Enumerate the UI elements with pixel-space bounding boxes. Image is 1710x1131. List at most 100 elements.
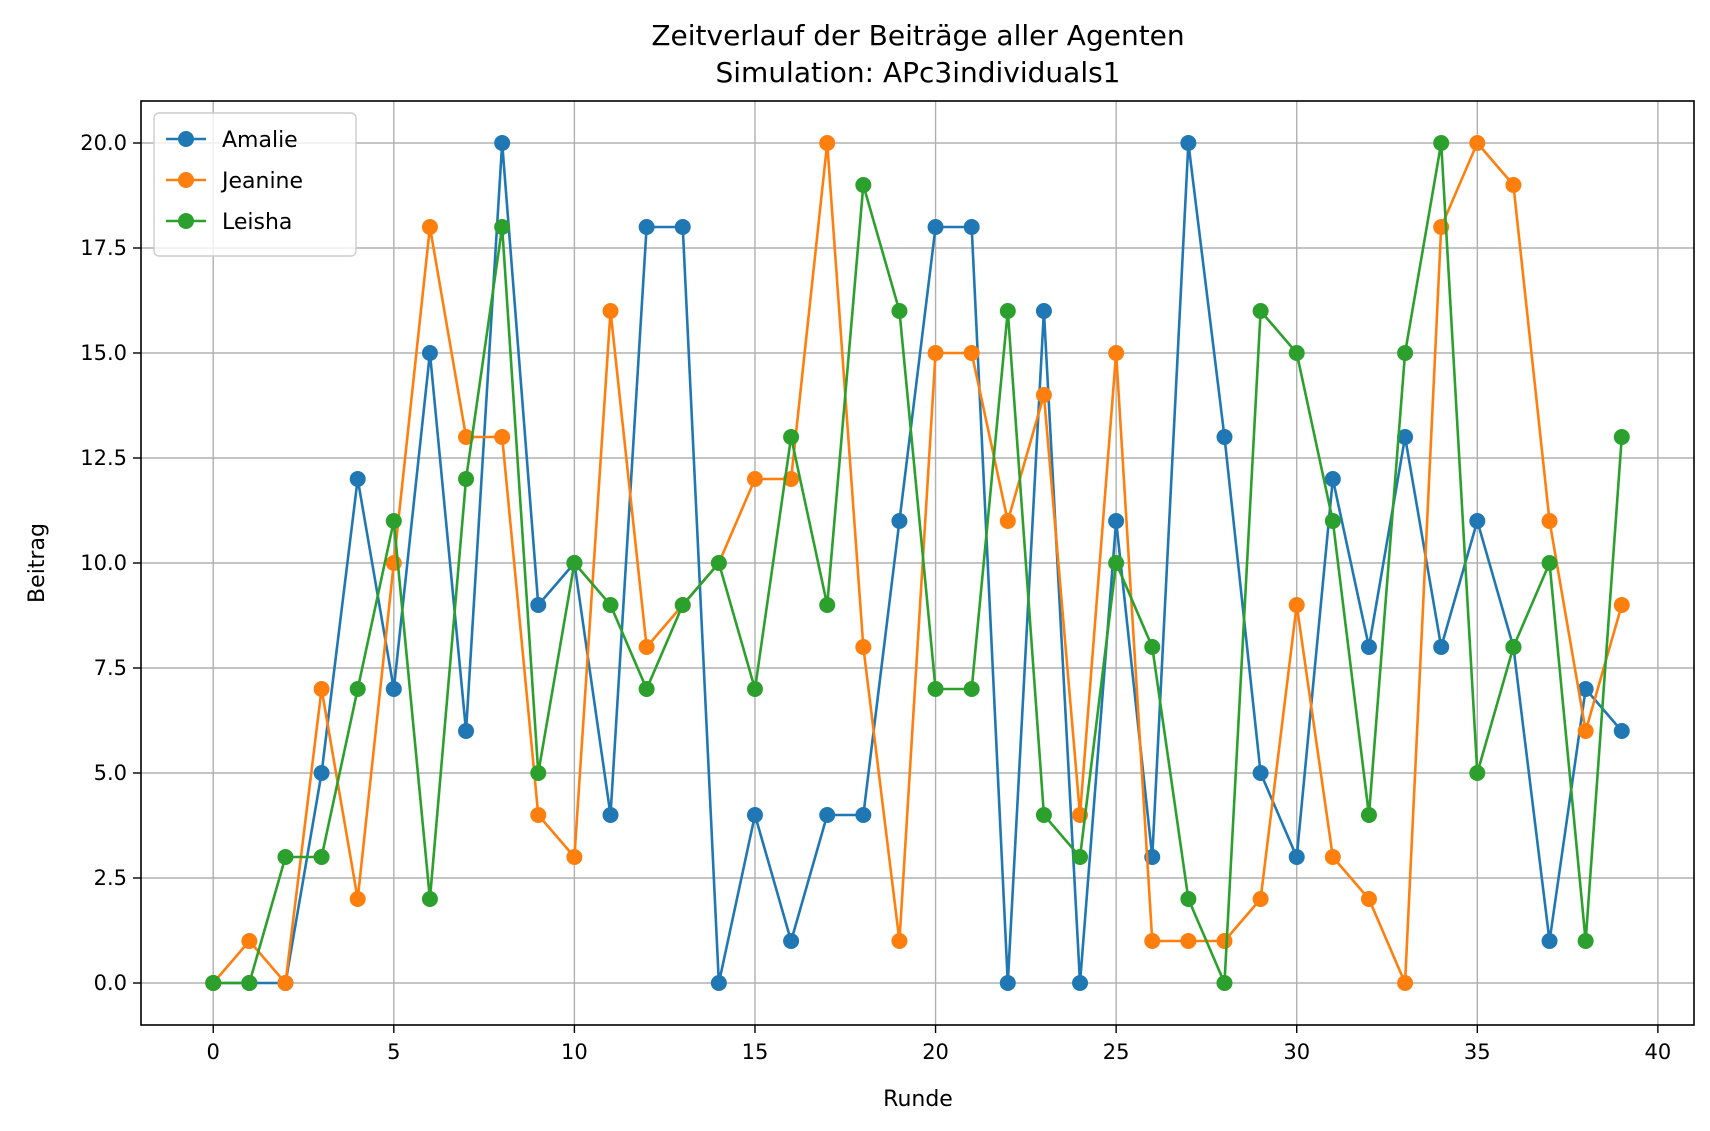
x-tick-label: 40	[1645, 1040, 1672, 1064]
data-point	[494, 429, 511, 445]
data-point	[1324, 513, 1341, 529]
data-point	[638, 681, 655, 697]
data-point	[313, 681, 330, 697]
data-point	[1360, 807, 1377, 823]
data-point	[602, 807, 619, 823]
data-point	[1433, 135, 1450, 151]
data-point	[1252, 891, 1269, 907]
series-line-leisha	[213, 141, 1624, 985]
data-point	[421, 345, 438, 361]
legend-label: Amalie	[222, 128, 298, 153]
data-point	[1252, 303, 1269, 319]
data-point	[1252, 765, 1269, 781]
y-axis-label: Beitrag	[25, 523, 50, 603]
data-point	[241, 975, 258, 991]
data-point	[746, 471, 763, 487]
data-point	[1180, 135, 1197, 151]
data-point	[494, 219, 511, 235]
data-point	[999, 513, 1016, 529]
chart-title: Zeitverlauf der Beiträge aller Agenten	[651, 19, 1184, 52]
data-point	[1144, 933, 1161, 949]
data-point	[1035, 387, 1052, 403]
data-point	[819, 807, 836, 823]
data-point	[1505, 639, 1522, 655]
data-point	[1035, 303, 1052, 319]
data-point	[963, 681, 980, 697]
data-point	[1108, 555, 1125, 571]
legend-item: Amalie	[166, 128, 298, 153]
data-point	[566, 849, 583, 865]
y-tick-label: 0.0	[94, 971, 127, 995]
y-tick-label: 10.0	[80, 551, 127, 575]
data-point	[819, 597, 836, 613]
series-jeanine	[205, 135, 1630, 991]
data-point	[1144, 639, 1161, 655]
data-point	[1397, 429, 1414, 445]
data-point	[349, 471, 366, 487]
x-tick-label: 15	[742, 1040, 769, 1064]
y-tick-label: 17.5	[80, 236, 127, 260]
y-tick-label: 15.0	[80, 341, 127, 365]
data-point	[1288, 597, 1305, 613]
data-point	[530, 597, 547, 613]
data-point	[277, 975, 294, 991]
data-point	[1433, 639, 1450, 655]
data-point	[855, 807, 872, 823]
data-point	[1541, 933, 1558, 949]
data-point	[1180, 933, 1197, 949]
data-point	[746, 807, 763, 823]
legend-label: Leisha	[222, 210, 292, 235]
data-point	[891, 933, 908, 949]
legend-marker	[178, 131, 194, 147]
x-tick-label: 0	[207, 1040, 220, 1064]
data-point	[1469, 513, 1486, 529]
data-point	[458, 723, 475, 739]
legend-marker	[178, 172, 194, 188]
data-point	[710, 555, 727, 571]
data-point	[1324, 471, 1341, 487]
data-point	[1035, 807, 1052, 823]
series-layer	[205, 135, 1630, 991]
data-point	[1397, 345, 1414, 361]
data-point	[1216, 933, 1233, 949]
legend-item: Leisha	[166, 210, 292, 235]
data-point	[1577, 723, 1594, 739]
data-point	[241, 933, 258, 949]
data-point	[421, 219, 438, 235]
legend-item: Jeanine	[166, 169, 303, 194]
x-tick-label: 30	[1283, 1040, 1310, 1064]
data-point	[783, 933, 800, 949]
data-point	[891, 303, 908, 319]
data-point	[927, 681, 944, 697]
data-point	[1072, 975, 1089, 991]
data-point	[349, 681, 366, 697]
data-point	[313, 765, 330, 781]
data-point	[530, 765, 547, 781]
data-point	[1360, 891, 1377, 907]
x-tick-label: 20	[922, 1040, 949, 1064]
data-point	[855, 639, 872, 655]
data-point	[1469, 135, 1486, 151]
data-point	[638, 219, 655, 235]
data-point	[710, 975, 727, 991]
data-point	[746, 681, 763, 697]
data-point	[1505, 177, 1522, 193]
x-tick-label: 5	[387, 1040, 400, 1064]
data-point	[277, 849, 294, 865]
axis-ticks: 0 5 10 15 20 25 30 35 40 0.0 2.5 5.0 7.5 10.0 12.5 15.0…	[80, 131, 1671, 1064]
data-point	[458, 429, 475, 445]
data-point	[1180, 891, 1197, 907]
data-point	[458, 471, 475, 487]
data-point	[963, 345, 980, 361]
data-point	[674, 219, 691, 235]
data-point	[1613, 429, 1630, 445]
y-tick-label: 20.0	[80, 131, 127, 155]
data-point	[530, 807, 547, 823]
y-tick-label: 2.5	[94, 866, 127, 890]
data-point	[1072, 849, 1089, 865]
x-tick-label: 10	[561, 1040, 588, 1064]
series-line-jeanine	[212, 141, 1624, 985]
data-point	[1577, 681, 1594, 697]
data-point	[1324, 849, 1341, 865]
